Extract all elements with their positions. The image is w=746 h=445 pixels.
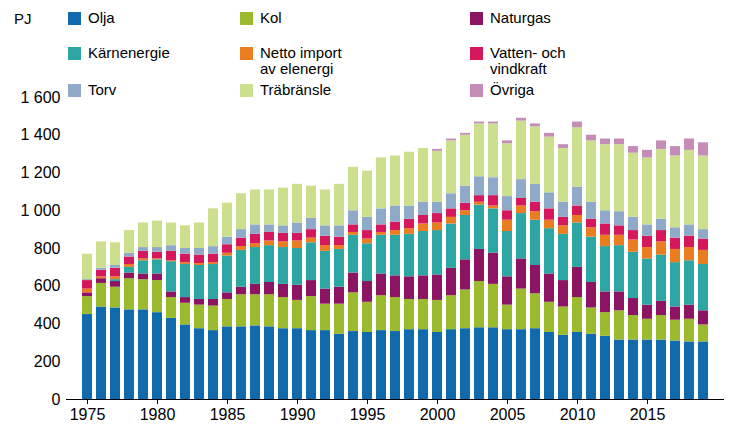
svg-text:2015: 2015 bbox=[630, 406, 666, 423]
html-text:Naturgas: Naturgas bbox=[490, 9, 551, 26]
svg-text:200: 200 bbox=[34, 353, 61, 370]
svg-text:1980: 1980 bbox=[140, 406, 176, 423]
svg-text:1985: 1985 bbox=[210, 406, 246, 423]
svg-text:2010: 2010 bbox=[560, 406, 596, 423]
html-text:Vatten- och vindkraft: Vatten- och vindkraft bbox=[490, 44, 566, 77]
html-text:Kärnenergie: Kärnenergie bbox=[88, 44, 170, 61]
html-text:Torv: Torv bbox=[88, 81, 117, 98]
svg-text:600: 600 bbox=[34, 277, 61, 294]
html-text:Kol: Kol bbox=[260, 9, 282, 26]
svg-text:1 200: 1 200 bbox=[20, 164, 60, 181]
svg-text:800: 800 bbox=[34, 240, 61, 257]
svg-text:1 600: 1 600 bbox=[20, 89, 60, 106]
svg-text:1995: 1995 bbox=[350, 406, 386, 423]
html-text:Netto import av elenergi: Netto import av elenergi bbox=[260, 44, 342, 77]
html-text:Träbränsle: Träbränsle bbox=[260, 81, 332, 98]
svg-text:1 000: 1 000 bbox=[20, 202, 60, 219]
svg-text:400: 400 bbox=[34, 315, 61, 332]
svg-text:1975: 1975 bbox=[70, 406, 106, 423]
svg-text:1 400: 1 400 bbox=[20, 126, 60, 143]
html-text:Övriga: Övriga bbox=[490, 81, 535, 98]
html-text:PJ: PJ bbox=[14, 10, 32, 27]
svg-text:1990: 1990 bbox=[280, 406, 316, 423]
html-text:Olja: Olja bbox=[88, 9, 115, 26]
svg-text:2000: 2000 bbox=[420, 406, 456, 423]
svg-text:2005: 2005 bbox=[490, 406, 526, 423]
svg-text:0: 0 bbox=[52, 391, 61, 408]
